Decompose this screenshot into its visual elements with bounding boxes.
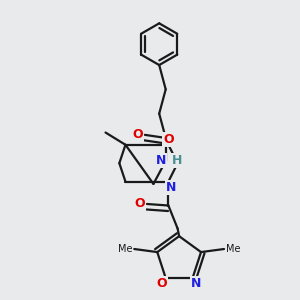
Text: H: H bbox=[172, 154, 183, 167]
Text: N: N bbox=[166, 181, 176, 194]
Text: O: O bbox=[157, 277, 167, 290]
Text: Me: Me bbox=[226, 244, 240, 254]
Text: Me: Me bbox=[118, 244, 132, 254]
Text: O: O bbox=[133, 128, 143, 141]
Text: N: N bbox=[156, 154, 166, 167]
Text: O: O bbox=[163, 133, 174, 146]
Text: O: O bbox=[134, 197, 145, 211]
Text: N: N bbox=[191, 277, 202, 290]
